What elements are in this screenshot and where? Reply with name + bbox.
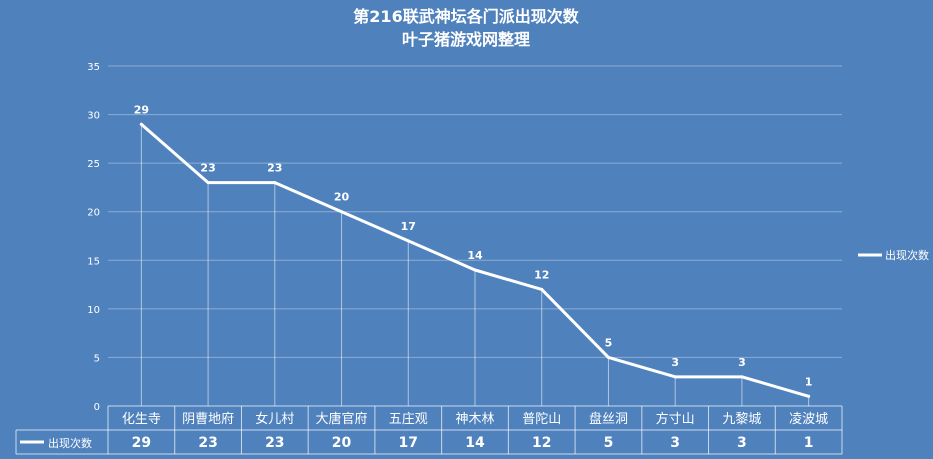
data-label: 3 xyxy=(738,356,746,369)
y-tick-label: 0 xyxy=(94,402,100,413)
data-label: 14 xyxy=(467,249,483,262)
data-label: 5 xyxy=(605,336,613,349)
table-cell-value: 20 xyxy=(332,435,352,451)
data-point xyxy=(673,375,677,379)
x-tick-label: 神木林 xyxy=(455,412,494,427)
data-label: 23 xyxy=(267,162,282,175)
table-cell-value: 29 xyxy=(132,435,151,451)
x-tick-label: 大唐官府 xyxy=(316,411,368,427)
data-point xyxy=(273,181,277,185)
table-cell-value: 17 xyxy=(399,435,418,451)
data-point xyxy=(406,239,410,243)
data-point xyxy=(807,394,811,398)
x-tick-label: 方寸山 xyxy=(656,411,695,427)
data-label: 29 xyxy=(134,103,149,116)
data-point xyxy=(473,268,477,272)
table-cell-value: 23 xyxy=(198,435,217,451)
x-tick-label: 化生寺 xyxy=(122,412,161,427)
data-label: 20 xyxy=(334,191,350,204)
y-tick-label: 5 xyxy=(94,353,100,364)
chart-title: 第216联武神坛各门派出现次数 xyxy=(353,7,579,26)
data-label: 17 xyxy=(401,220,416,233)
data-label: 23 xyxy=(200,162,215,175)
data-label: 3 xyxy=(671,356,679,369)
x-tick-label: 盘丝洞 xyxy=(589,411,628,427)
table-cell-value: 1 xyxy=(804,435,814,451)
data-point xyxy=(606,355,610,359)
data-label: 12 xyxy=(534,268,549,281)
data-point xyxy=(340,210,344,214)
x-tick-label: 女儿村 xyxy=(255,411,294,427)
y-tick-label: 25 xyxy=(87,159,100,170)
table-cell-value: 3 xyxy=(670,435,680,451)
legend-label: 出现次数 xyxy=(885,248,929,262)
y-tick-label: 35 xyxy=(87,62,100,73)
table-cell-value: 12 xyxy=(532,435,551,451)
y-tick-label: 10 xyxy=(87,305,100,316)
x-tick-label: 普陀山 xyxy=(522,411,561,427)
y-tick-label: 20 xyxy=(87,208,100,219)
x-tick-label: 阴曹地府 xyxy=(182,412,234,427)
chart-subtitle: 叶子猪游戏网整理 xyxy=(402,30,530,49)
x-tick-label: 五庄观 xyxy=(389,411,428,427)
table-cell-value: 5 xyxy=(604,435,614,451)
table-series-name: 出现次数 xyxy=(48,436,92,450)
data-point xyxy=(740,375,744,379)
y-tick-label: 15 xyxy=(87,256,100,267)
data-point xyxy=(540,287,544,291)
x-tick-label: 九黎城 xyxy=(722,412,761,427)
table-cell-value: 23 xyxy=(265,435,284,451)
data-point xyxy=(139,122,143,126)
table-cell-value: 3 xyxy=(737,435,747,451)
data-label: 1 xyxy=(805,375,813,388)
data-point xyxy=(206,181,210,185)
table-cell-value: 14 xyxy=(465,435,485,451)
x-tick-label: 凌波城 xyxy=(789,412,828,427)
y-tick-label: 30 xyxy=(87,111,100,122)
